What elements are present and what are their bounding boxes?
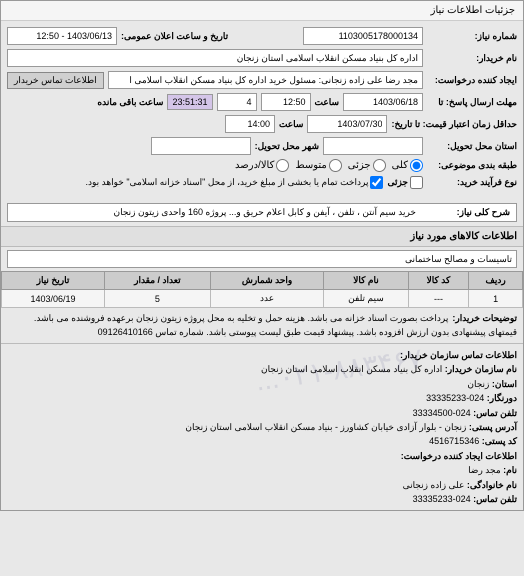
general-desc-label: شرح کلی نیاز: bbox=[420, 207, 510, 218]
days-remaining-input[interactable] bbox=[217, 93, 257, 111]
unit-medium-label: متوسط bbox=[295, 160, 326, 171]
postal-code-label: کد پستی: bbox=[482, 436, 517, 446]
buyer-name-input[interactable] bbox=[7, 49, 423, 67]
col-name: نام کالا bbox=[324, 272, 408, 290]
cell-row: 1 bbox=[469, 290, 523, 308]
phone-value: 024-33334500 bbox=[413, 408, 471, 418]
province-label: استان: bbox=[492, 379, 517, 389]
requester-label: ایجاد کننده درخواست: bbox=[427, 75, 517, 86]
process-type-label: نوع فرآیند خرید: bbox=[427, 177, 517, 188]
unit-type-label: طبقه بندی موضوعی: bbox=[427, 160, 517, 171]
deadline-time-input[interactable] bbox=[261, 93, 311, 111]
cell-unit: عدد bbox=[210, 290, 324, 308]
validity-time-input[interactable] bbox=[225, 115, 275, 133]
category-input[interactable] bbox=[7, 250, 517, 268]
time-label-2: ساعت bbox=[279, 119, 304, 130]
validity-date-input[interactable] bbox=[307, 115, 387, 133]
delivery-city-input[interactable] bbox=[151, 137, 251, 155]
table-header-row: ردیف کد کالا نام کالا واحد شمارش تعداد /… bbox=[2, 272, 523, 290]
days-suffix: ساعت باقی مانده bbox=[97, 97, 163, 108]
general-desc-box: شرح کلی نیاز: خرید سیم آنتن ، تلفن ، آیف… bbox=[7, 203, 517, 222]
col-date: تاریخ نیاز bbox=[2, 272, 105, 290]
unit-all-label: کلی bbox=[392, 160, 408, 171]
notes-label: توضیحات خریدار: bbox=[452, 312, 517, 326]
province-value: زنجان bbox=[467, 379, 489, 389]
col-qty: تعداد / مقدار bbox=[104, 272, 210, 290]
unit-all-radio[interactable] bbox=[410, 159, 423, 172]
cell-name: سیم تلفن bbox=[324, 290, 408, 308]
delivery-state-input[interactable] bbox=[323, 137, 423, 155]
unit-medium-radio[interactable] bbox=[329, 159, 342, 172]
notes-section: توضیحات خریدار: پرداخت بصورت اسناد خزانه… bbox=[1, 308, 523, 343]
validity-label: حداقل زمان اعتبار قیمت: تا تاریخ: bbox=[391, 119, 517, 130]
header-tab: جزئیات اطلاعات نیاز bbox=[1, 1, 523, 21]
time-label-1: ساعت bbox=[315, 97, 340, 108]
process-note-checkbox[interactable] bbox=[370, 176, 383, 189]
unit-percent-radio[interactable] bbox=[276, 159, 289, 172]
delivery-state-label: استان محل تحویل: bbox=[427, 141, 517, 152]
tab-title: جزئیات اطلاعات نیاز bbox=[431, 5, 515, 16]
phone-label: تلفن تماس: bbox=[473, 408, 517, 418]
announce-datetime-input[interactable] bbox=[7, 27, 117, 45]
contact-phone-value: 024-33335233 bbox=[413, 494, 471, 504]
request-number-input[interactable] bbox=[303, 27, 423, 45]
unit-partial-radio[interactable] bbox=[373, 159, 386, 172]
countdown-display: 23:51:31 bbox=[167, 94, 212, 110]
fax-label: دورنگار: bbox=[487, 393, 517, 403]
unit-percent-label: کالا/درصد bbox=[235, 160, 274, 171]
name-value: مجد رضا bbox=[468, 465, 501, 475]
deadline-label: مهلت ارسال پاسخ: تا bbox=[427, 97, 517, 108]
fax-value: 024-33335233 bbox=[426, 393, 484, 403]
main-container: جزئیات اطلاعات نیاز شماره نیاز: تاریخ و … bbox=[0, 0, 524, 511]
notes-text: پرداخت بصورت اسناد خزانه می باشد. هزینه … bbox=[34, 313, 517, 337]
org-value: اداره کل بنیاد مسکن انقلاب اسلامی استان … bbox=[261, 364, 442, 374]
cell-code: --- bbox=[408, 290, 469, 308]
postal-code-value: 4516715346 bbox=[429, 436, 479, 446]
col-row: ردیف bbox=[469, 272, 523, 290]
col-unit: واحد شمارش bbox=[210, 272, 324, 290]
buyer-name-label: نام خریدار: bbox=[427, 53, 517, 64]
requester-input[interactable] bbox=[108, 71, 423, 89]
process-note: پرداخت تمام یا بخشی از مبلغ خرید، از محل… bbox=[86, 177, 369, 188]
family-label: نام خانوادگی: bbox=[467, 480, 517, 490]
delivery-city-label: شهر محل تحویل: bbox=[255, 141, 319, 152]
requester-section-title: اطلاعات ایجاد کننده درخواست: bbox=[7, 449, 517, 463]
contact-section: اطلاعات تماس سازمان خریدار: نام سازمان خ… bbox=[1, 343, 523, 510]
contact-phone-label: تلفن تماس: bbox=[473, 494, 517, 504]
postal-address-value: زنجان - بلوار آزادی خیابان کشاورز - بنیا… bbox=[185, 422, 466, 432]
postal-address-label: آدرس پستی: bbox=[469, 422, 517, 432]
col-code: کد کالا bbox=[408, 272, 469, 290]
contact-section-title: اطلاعات تماس سازمان خریدار: bbox=[7, 348, 517, 362]
items-section-title: اطلاعات کالاهای مورد نیاز bbox=[1, 226, 523, 247]
contact-info-button[interactable]: اطلاعات تماس خریدار bbox=[7, 72, 104, 89]
unit-type-radios: کلی جزئی متوسط کالا/درصد bbox=[235, 159, 423, 172]
unit-partial-label: جزئی bbox=[348, 160, 371, 171]
partial-label: جزئی bbox=[387, 177, 408, 188]
general-desc-text: خرید سیم آنتن ، تلفن ، آیفن و کابل اعلام… bbox=[113, 207, 416, 218]
announce-datetime-label: تاریخ و ساعت اعلان عمومی: bbox=[121, 31, 228, 42]
name-label: نام: bbox=[503, 465, 517, 475]
form-section: شماره نیاز: تاریخ و ساعت اعلان عمومی: نا… bbox=[1, 21, 523, 199]
family-value: علی زاده زنجانی bbox=[403, 480, 465, 490]
table-row[interactable]: 1 --- سیم تلفن عدد 5 1403/06/19 bbox=[2, 290, 523, 308]
category-row bbox=[1, 247, 523, 271]
partial-checkbox[interactable] bbox=[410, 176, 423, 189]
deadline-date-input[interactable] bbox=[343, 93, 423, 111]
request-number-label: شماره نیاز: bbox=[427, 31, 517, 42]
items-table: ردیف کد کالا نام کالا واحد شمارش تعداد /… bbox=[1, 271, 523, 308]
cell-qty: 5 bbox=[104, 290, 210, 308]
org-label: نام سازمان خریدار: bbox=[445, 364, 517, 374]
cell-date: 1403/06/19 bbox=[2, 290, 105, 308]
